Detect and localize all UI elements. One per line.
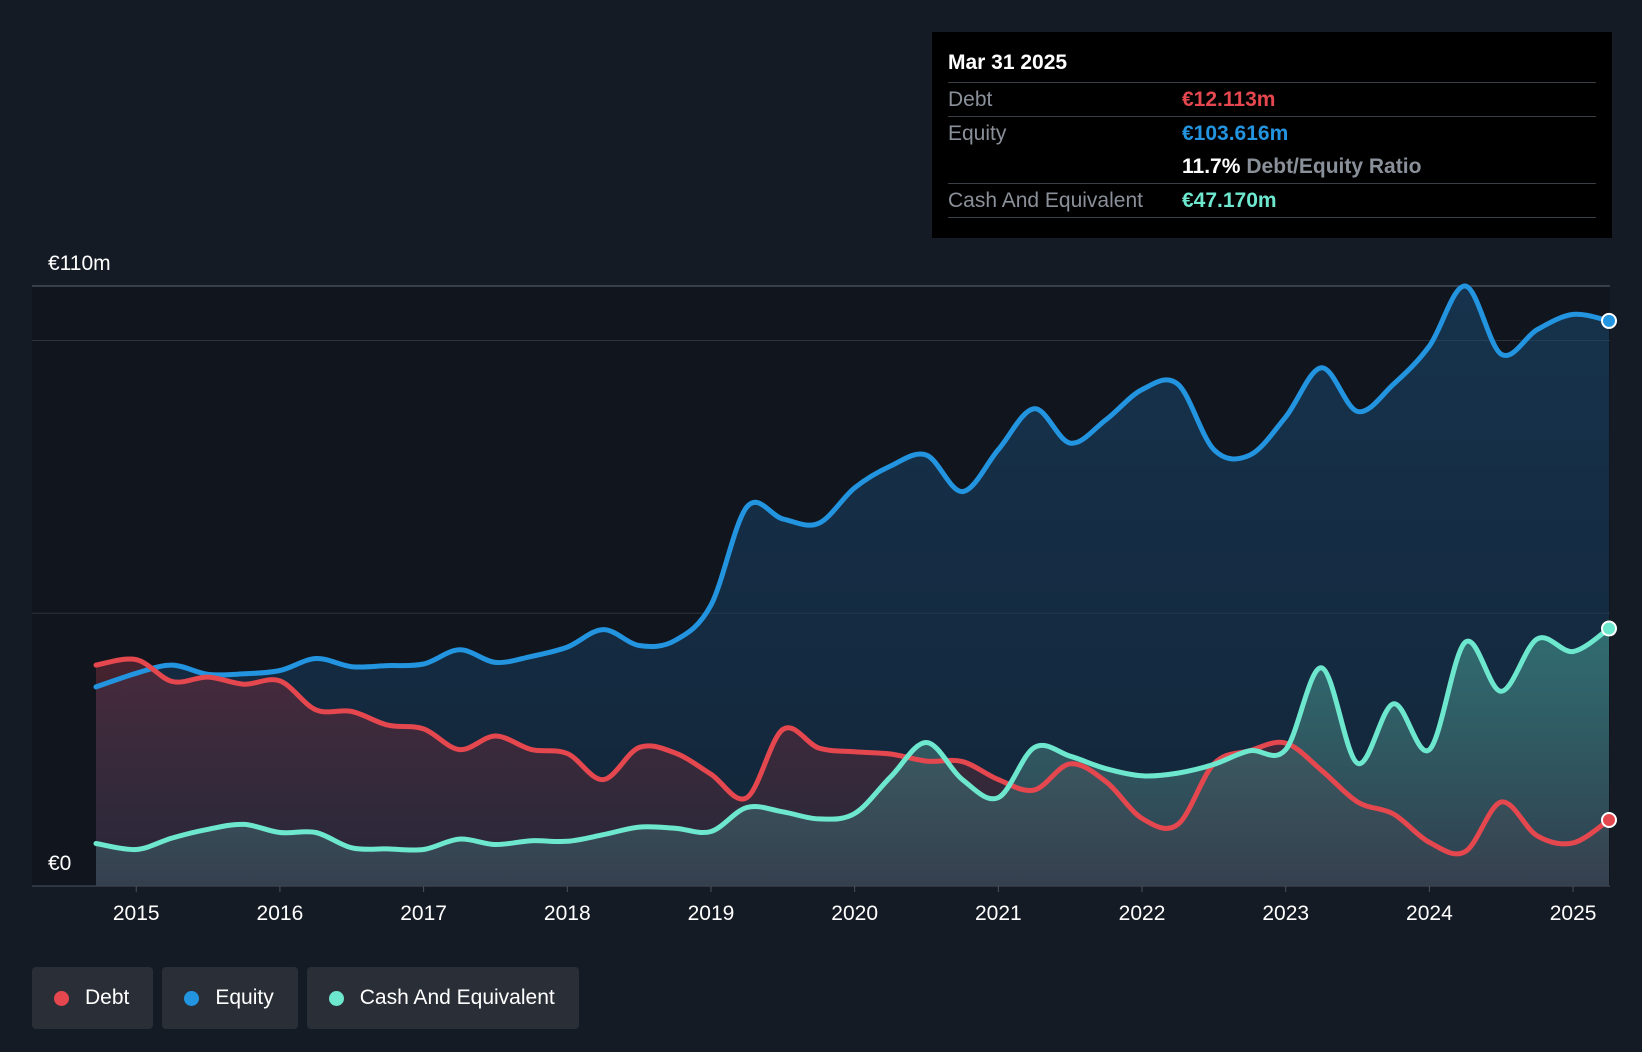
debt-line bbox=[93, 656, 1612, 857]
legend-cash-label: Cash And Equivalent bbox=[359, 986, 555, 1009]
tooltip-debt-row: Debt €12.113m bbox=[948, 83, 1596, 117]
x-tick-label-2020: 2020 bbox=[831, 902, 878, 925]
legend-cash-dot-icon bbox=[328, 990, 344, 1006]
tooltip-cash-label: Cash And Equivalent bbox=[948, 188, 1143, 212]
legend-debt-label: Debt bbox=[85, 986, 130, 1009]
cash-area bbox=[96, 628, 1609, 886]
equity-end-marker[interactable] bbox=[1601, 312, 1617, 329]
legend-item-equity[interactable]: Equity bbox=[162, 967, 298, 1029]
debt-end-marker[interactable] bbox=[1601, 812, 1617, 828]
tooltip-equity-row: Equity €103.616m bbox=[948, 117, 1596, 150]
legend-debt-dot-icon bbox=[54, 990, 69, 1006]
series-areas bbox=[96, 285, 1609, 887]
x-tick-label-2015: 2015 bbox=[113, 902, 160, 925]
equity-area bbox=[96, 285, 1609, 887]
x-tick-label-2025: 2025 bbox=[1550, 902, 1597, 925]
tooltip-ratio-label: Debt/Equity Ratio bbox=[1246, 154, 1422, 178]
tooltip-panel: Mar 31 2025 Debt €12.113m Equity €103.61… bbox=[932, 32, 1612, 238]
series-end-markers bbox=[1601, 312, 1617, 828]
x-tick-label-2017: 2017 bbox=[400, 902, 447, 925]
tooltip-ratio-value: 11.7% bbox=[1182, 154, 1241, 178]
legend-equity-dot-icon bbox=[184, 990, 200, 1006]
x-tick-label-2018: 2018 bbox=[544, 902, 591, 925]
x-axis-ticks: 2015 2016 2017 2018 2019 2020 2021 2022 2023 2024… bbox=[113, 886, 1597, 925]
tooltip-ratio-row: 11.7% Debt/Equity Ratio bbox=[948, 150, 1596, 184]
tooltip-equity-label: Equity bbox=[948, 121, 1007, 145]
tooltip-cash-row: Cash And Equivalent €47.170m bbox=[948, 184, 1596, 218]
tooltip-equity-value: €103.616m bbox=[1182, 121, 1289, 145]
cash-end-marker[interactable] bbox=[1601, 620, 1617, 637]
y-tick-label-top: €110m bbox=[48, 252, 111, 275]
x-tick-label-2023: 2023 bbox=[1262, 902, 1309, 925]
x-tick-label-2019: 2019 bbox=[688, 902, 735, 925]
legend-equity-label: Equity bbox=[215, 986, 274, 1009]
y-tick-label-bottom: €0 bbox=[48, 852, 71, 875]
x-tick-label-2021: 2021 bbox=[975, 902, 1022, 925]
series-lines bbox=[93, 283, 1612, 857]
x-tick-label-2024: 2024 bbox=[1406, 902, 1453, 925]
cash-line bbox=[93, 626, 1612, 853]
tooltip-debt-label: Debt bbox=[948, 87, 993, 111]
x-tick-label-2016: 2016 bbox=[257, 902, 304, 925]
tooltip-date: Mar 31 2025 bbox=[948, 48, 1596, 83]
chart-legend: Debt Equity Cash And Equivalent bbox=[32, 967, 579, 1029]
tooltip-debt-value: €12.113m bbox=[1182, 87, 1276, 111]
equity-line bbox=[93, 283, 1612, 690]
x-tick-label-2022: 2022 bbox=[1119, 902, 1166, 925]
legend-item-debt[interactable]: Debt bbox=[32, 967, 154, 1029]
legend-item-cash[interactable]: Cash And Equivalent bbox=[306, 967, 579, 1029]
tooltip-cash-value: €47.170m bbox=[1182, 188, 1277, 212]
